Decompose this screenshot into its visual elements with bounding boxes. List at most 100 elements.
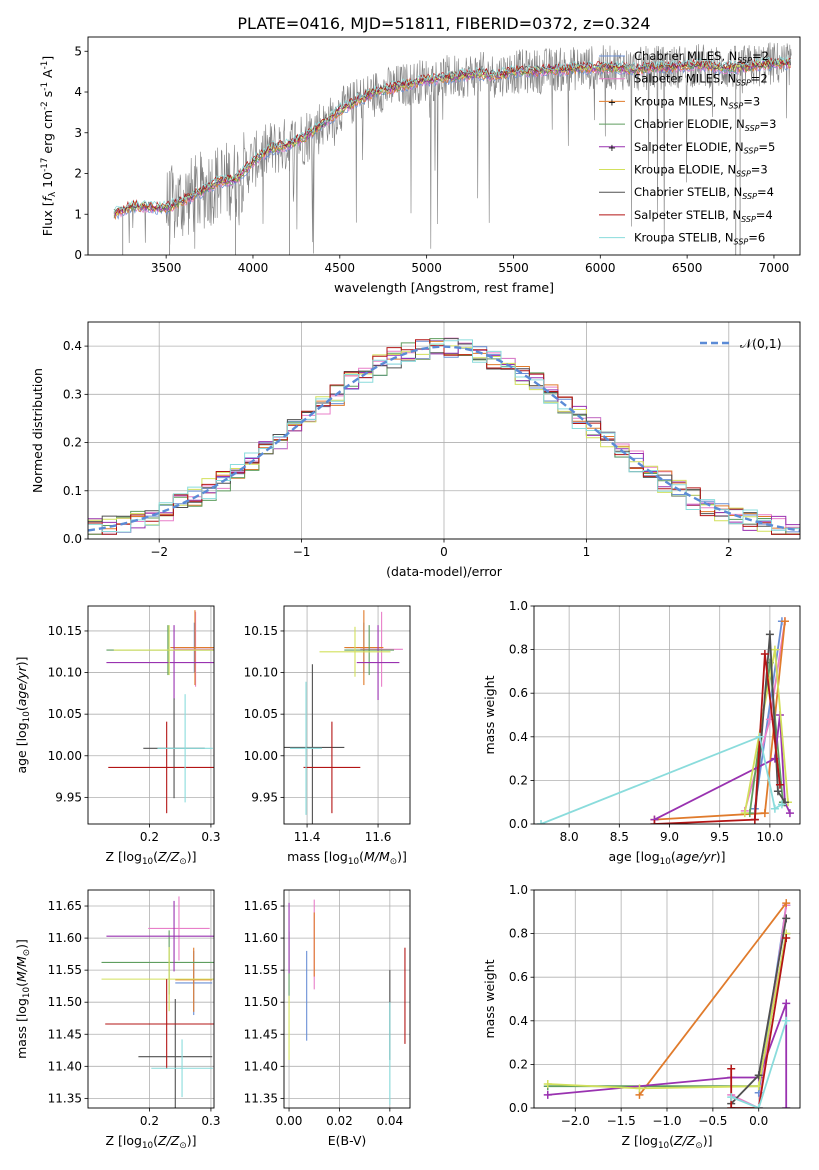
- y-tick-label: 10.00: [244, 749, 278, 763]
- y-axis-label: age [log10​(age/yr)]: [14, 656, 32, 773]
- weight-marker-salpeter_elodie: [782, 1104, 791, 1108]
- plot-area: [101, 896, 214, 1108]
- text-span: f: [40, 195, 55, 201]
- text-span: ⊙: [390, 857, 397, 867]
- legend-label-kroupa_elodie: Kroupa ELODIE, NSSP​=3: [634, 163, 768, 179]
- weight-marker-kroupa_stelib: [777, 800, 786, 809]
- gaussian-curve: [88, 345, 800, 532]
- panel-mass_vs_Z: 0.2 0.3 11.35 11.40 11.45 11.50 11.55 11.60 11.6…: [14, 889, 220, 1151]
- text-span: ⊙: [22, 949, 32, 956]
- text-span: ⊙: [179, 1141, 186, 1151]
- text-span: ]: [40, 56, 55, 61]
- x-tick-label: 0.0: [749, 1114, 768, 1128]
- y-tick-label: 0.4: [509, 730, 528, 744]
- y-tick-label: 0.2: [509, 1057, 528, 1071]
- text-span: age/yr: [676, 849, 717, 864]
- histogram-kroupa_stelib: [88, 339, 800, 533]
- x-tick-label: 0.3: [201, 1114, 220, 1128]
- text-span: M/M: [364, 849, 390, 864]
- y-tick-label: 11.35: [48, 1091, 82, 1105]
- weight-marker-salpeter_stelib: [727, 1064, 736, 1073]
- plot-area: [288, 899, 406, 1105]
- y-tick-label: 0: [74, 248, 82, 262]
- y-tick-label: 4: [74, 85, 82, 99]
- weight-marker-salpeter_stelib: [650, 820, 659, 824]
- x-tick-label: 5500: [498, 261, 529, 275]
- weight-line-salpeter_stelib: [730, 937, 788, 1108]
- text-span: )]: [187, 1133, 197, 1148]
- axes-frame: [283, 605, 411, 825]
- y-tick-label: 0.1: [63, 484, 82, 498]
- y-tick-label: 11.50: [244, 995, 278, 1009]
- x-axis-label: Z [log10​(Z/Z⊙​)]: [621, 1133, 712, 1151]
- y-tick-label: 10.05: [244, 707, 278, 721]
- text-span: =2: [752, 49, 769, 63]
- y-tick-label: 11.50: [48, 995, 82, 1009]
- axes-frame: [533, 889, 801, 1109]
- x-tick-label: −2.0: [561, 1114, 590, 1128]
- axes-frame: [87, 605, 215, 825]
- y-tick-label: 1: [74, 207, 82, 221]
- y-tick-label: 5: [74, 44, 82, 58]
- y-tick-label: 0.4: [63, 339, 82, 353]
- text-span: age [log: [14, 722, 29, 773]
- text-span: SSP: [744, 147, 759, 156]
- x-tick-label: −1.5: [607, 1114, 636, 1128]
- text-span: Flux [: [40, 201, 55, 236]
- y-tick-label: 1.0: [509, 883, 528, 897]
- x-tick-label: 0: [440, 545, 448, 559]
- text-span: -1: [40, 82, 50, 91]
- weight-marker-chabrier_stelib: [782, 914, 791, 923]
- text-span: -17: [40, 158, 50, 172]
- page-title: PLATE=0416, MJD=51811, FIBERID=0372, z=0…: [237, 14, 650, 33]
- text-span: =5: [758, 140, 775, 154]
- text-span: Chabrier MILES, N: [634, 49, 737, 63]
- legend-label-kroupa_stelib: Kroupa STELIB, NSSP​=6: [634, 231, 765, 247]
- text-span: =2: [751, 72, 768, 86]
- text-span: 10: [40, 172, 55, 192]
- text-span: Salpeter MILES, N: [634, 72, 736, 86]
- axes-frame: [87, 36, 801, 256]
- text-span: )]: [14, 656, 29, 666]
- weight-marker-chabrier_stelib: [765, 630, 774, 639]
- y-tick-label: 11.40: [244, 1059, 278, 1073]
- panel-spectrum: 3500 4000 4500 5000 5500 6000 6500 7000 0 1 2 3 4 5 wa…: [40, 36, 801, 295]
- legend-label-salpeter_stelib: Salpeter STELIB, NSSP​=4: [634, 208, 773, 224]
- x-axis-label: Z [log10​(Z/Z⊙​)]: [105, 1133, 196, 1151]
- text-span: Z [log: [105, 1133, 141, 1148]
- plot-area: [88, 337, 800, 535]
- weight-marker-kroupa_stelib: [755, 732, 764, 741]
- x-tick-label: 0.2: [140, 1114, 159, 1128]
- panel-age_vs_Z: 0.2 0.3 9.95 10.00 10.05 10.10 10.15 Z [log10​(…: [14, 605, 220, 867]
- axes-frame: [533, 605, 801, 825]
- text-span: Kroupa STELIB, N: [634, 231, 734, 245]
- text-span: SSP: [736, 169, 751, 178]
- weight-line-kroupa_elodie: [547, 933, 788, 1090]
- text-span: 𝒩(0,1): [740, 336, 782, 351]
- panel-residuals: −2 −1 0 1 2 0.0 0.1 0.2 0.3 0.4 (data-model)/error…: [30, 321, 801, 579]
- y-tick-label: 0.8: [509, 643, 528, 657]
- y-tick-label: 10.15: [244, 624, 278, 638]
- text-span: )]: [187, 849, 197, 864]
- x-tick-label: 8.5: [610, 830, 629, 844]
- weight-marker-kroupa_stelib: [754, 1104, 763, 1108]
- y-tick-label: 10.10: [48, 666, 82, 680]
- y-tick-label: 10.10: [244, 666, 278, 680]
- weight-line-chabrier_miles: [753, 621, 783, 809]
- y-tick-label: 11.60: [48, 931, 82, 945]
- text-span: Chabrier ELODIE, N: [634, 117, 745, 131]
- text-span: SSP: [737, 56, 752, 65]
- y-tick-label: 0.0: [509, 817, 528, 831]
- x-tick-label: 0.3: [201, 830, 220, 844]
- text-span: wavelength [Angstrom, rest frame]: [334, 280, 554, 295]
- text-span: Kroupa MILES, N: [634, 94, 729, 108]
- weight-marker-kroupa_elodie: [770, 645, 779, 654]
- weight-line-kroupa_miles: [638, 902, 787, 1096]
- x-axis-label: mass [log10​(M/M⊙​)]: [287, 849, 407, 867]
- text-span: (: [153, 849, 158, 864]
- x-tick-label: 3500: [151, 261, 182, 275]
- text-span: (: [671, 849, 676, 864]
- legend-label-salpeter_miles: Salpeter MILES, NSSP​=2: [634, 72, 768, 88]
- text-span: =3: [760, 117, 777, 131]
